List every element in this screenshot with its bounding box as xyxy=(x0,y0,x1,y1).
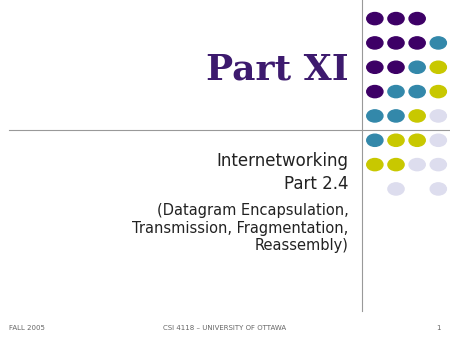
Circle shape xyxy=(430,110,446,122)
Circle shape xyxy=(430,134,446,146)
Circle shape xyxy=(409,86,425,98)
Circle shape xyxy=(388,183,404,195)
Circle shape xyxy=(388,13,404,25)
Circle shape xyxy=(430,86,446,98)
Circle shape xyxy=(367,110,383,122)
Circle shape xyxy=(430,61,446,73)
Circle shape xyxy=(430,183,446,195)
Text: 1: 1 xyxy=(436,325,441,331)
Circle shape xyxy=(388,86,404,98)
Text: FALL 2005: FALL 2005 xyxy=(9,325,45,331)
Circle shape xyxy=(367,134,383,146)
Text: (Datagram Encapsulation,
Transmission, Fragmentation,
Reassembly): (Datagram Encapsulation, Transmission, F… xyxy=(132,203,349,253)
Circle shape xyxy=(430,159,446,171)
Circle shape xyxy=(367,61,383,73)
Circle shape xyxy=(430,37,446,49)
Circle shape xyxy=(388,61,404,73)
Circle shape xyxy=(409,37,425,49)
Circle shape xyxy=(367,37,383,49)
Text: CSI 4118 – UNIVERSITY OF OTTAWA: CSI 4118 – UNIVERSITY OF OTTAWA xyxy=(163,325,287,331)
Circle shape xyxy=(388,134,404,146)
Circle shape xyxy=(367,86,383,98)
Circle shape xyxy=(367,13,383,25)
Text: Internetworking: Internetworking xyxy=(217,151,349,170)
Text: Part XI: Part XI xyxy=(206,52,349,86)
Circle shape xyxy=(388,37,404,49)
Circle shape xyxy=(409,134,425,146)
Circle shape xyxy=(367,159,383,171)
Circle shape xyxy=(409,110,425,122)
Circle shape xyxy=(409,61,425,73)
Circle shape xyxy=(388,110,404,122)
Circle shape xyxy=(409,13,425,25)
Circle shape xyxy=(388,159,404,171)
Text: Part 2.4: Part 2.4 xyxy=(284,175,349,193)
Circle shape xyxy=(409,159,425,171)
